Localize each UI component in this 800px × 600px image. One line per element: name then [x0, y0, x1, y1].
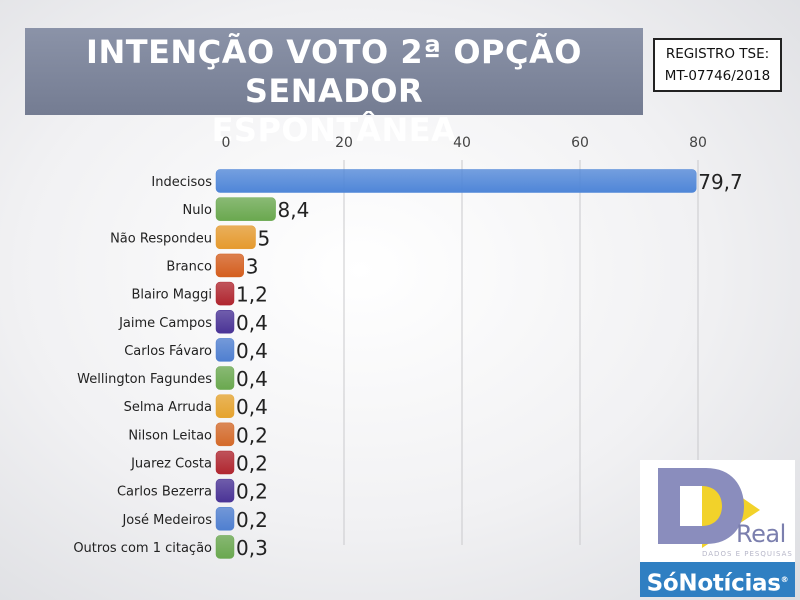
category-label: Jaime Campos: [118, 316, 212, 331]
bar: [215, 450, 235, 475]
data-label: 0,4: [236, 395, 268, 419]
bar: [215, 535, 235, 559]
data-label: 8,4: [278, 198, 310, 222]
bar: [215, 281, 235, 306]
category-label: Não Respondeu: [110, 231, 212, 246]
bar: [215, 422, 235, 447]
category-label: Juarez Costa: [130, 457, 212, 472]
tse-number: MT-07746/2018: [664, 68, 771, 84]
bar: [215, 366, 235, 390]
data-label: 3: [246, 254, 259, 278]
title-line-1: INTENÇÃO VOTO 2ª OPÇÃO SENADOR: [86, 33, 582, 110]
category-label: Carlos Bezerra: [117, 485, 212, 500]
title-banner: INTENÇÃO VOTO 2ª OPÇÃO SENADOR ESPONTÂNE…: [25, 28, 643, 149]
category-label: José Medeiros: [121, 513, 212, 528]
sonoticias-logo: SóNotícias®: [640, 562, 795, 597]
bar: [215, 338, 235, 362]
real-logo-subtitle: DADOS E PESQUISAS: [702, 550, 793, 558]
data-label: 79,7: [698, 170, 743, 194]
bar: [215, 507, 235, 531]
data-label: 0,4: [236, 339, 268, 363]
tse-label: REGISTRO TSE:: [665, 46, 770, 62]
category-label: Indecisos: [151, 175, 212, 190]
x-tick-label: 60: [571, 135, 589, 151]
bar: [215, 169, 697, 193]
data-label: 0,2: [236, 508, 268, 532]
bar: [215, 478, 235, 503]
category-label: Outros com 1 citação: [73, 541, 212, 556]
data-label: 1,2: [236, 283, 268, 307]
data-label: 5: [258, 226, 271, 250]
category-label: Blairo Maggi: [131, 288, 212, 303]
x-tick-label: 20: [335, 135, 353, 151]
category-label: Selma Arruda: [124, 400, 212, 415]
x-tick-label: 40: [453, 135, 471, 151]
real-logo-text: Real: [736, 520, 786, 548]
logo-block: Real DADOS E PESQUISAS SóNotícias®: [640, 460, 795, 597]
data-label: 0,2: [236, 423, 268, 447]
bar: [215, 225, 256, 250]
sonoticias-logo-text: SóNotícias: [646, 570, 781, 597]
bar: [215, 394, 235, 418]
category-label: Nulo: [182, 203, 212, 218]
data-label: 0,4: [236, 367, 268, 391]
title-line-2: ESPONTÂNEA: [211, 111, 457, 149]
category-label: Nilson Leitao: [128, 428, 212, 443]
x-tick-label: 0: [222, 135, 231, 151]
x-tick-label: 80: [689, 135, 707, 151]
category-label: Carlos Fávaro: [124, 344, 212, 359]
data-label: 0,4: [236, 311, 268, 335]
bar: [215, 253, 244, 278]
tse-registration-box: REGISTRO TSE: MT-07746/2018: [653, 38, 782, 92]
category-label: Branco: [166, 259, 212, 274]
bar: [215, 197, 276, 221]
category-label: Wellington Fagundes: [77, 372, 212, 387]
real-logo-icon: [640, 460, 795, 560]
data-label: 0,2: [236, 452, 268, 476]
registered-mark: ®: [780, 575, 789, 584]
data-label: 0,3: [236, 536, 268, 560]
bar: [215, 310, 235, 334]
data-label: 0,2: [236, 480, 268, 504]
